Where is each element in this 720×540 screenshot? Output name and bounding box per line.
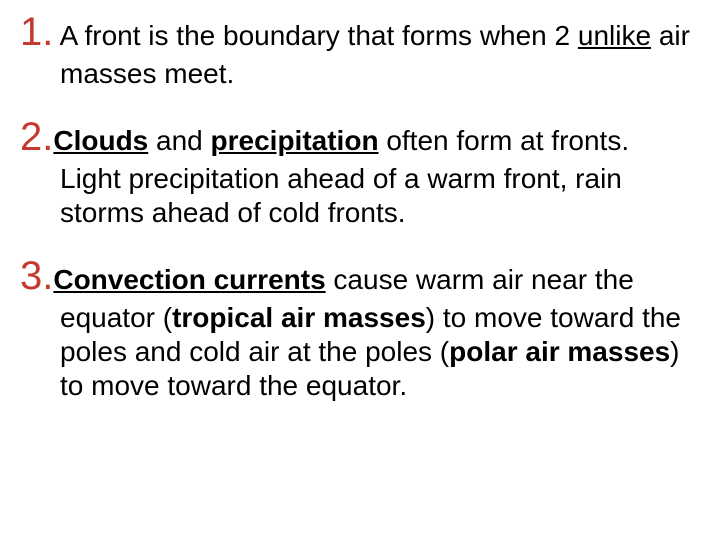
text-segment: and: [148, 125, 210, 156]
list-item: 1. A front is the boundary that forms wh…: [20, 8, 692, 91]
text-segment: A front is the boundary that forms when …: [53, 20, 578, 51]
list-item: 2.Clouds and precipitation often form at…: [20, 113, 692, 230]
text-segment: tropical air masses: [172, 302, 426, 333]
list-item: 3.Convection currents cause warm air nea…: [20, 252, 692, 403]
text-segment: polar air masses: [449, 336, 670, 367]
item-text: A front is the boundary that forms when …: [53, 20, 690, 89]
item-text: Convection currents cause warm air near …: [53, 264, 681, 401]
item-number: 1.: [20, 10, 53, 54]
text-segment: unlike: [578, 20, 651, 51]
text-segment: Convection currents: [53, 264, 325, 295]
text-segment: Clouds: [53, 125, 148, 156]
numbered-list: 1. A front is the boundary that forms wh…: [20, 8, 692, 403]
item-text: Clouds and precipitation often form at f…: [53, 125, 629, 228]
text-segment: precipitation: [211, 125, 379, 156]
item-number: 2.: [20, 115, 53, 159]
item-number: 3.: [20, 254, 53, 298]
